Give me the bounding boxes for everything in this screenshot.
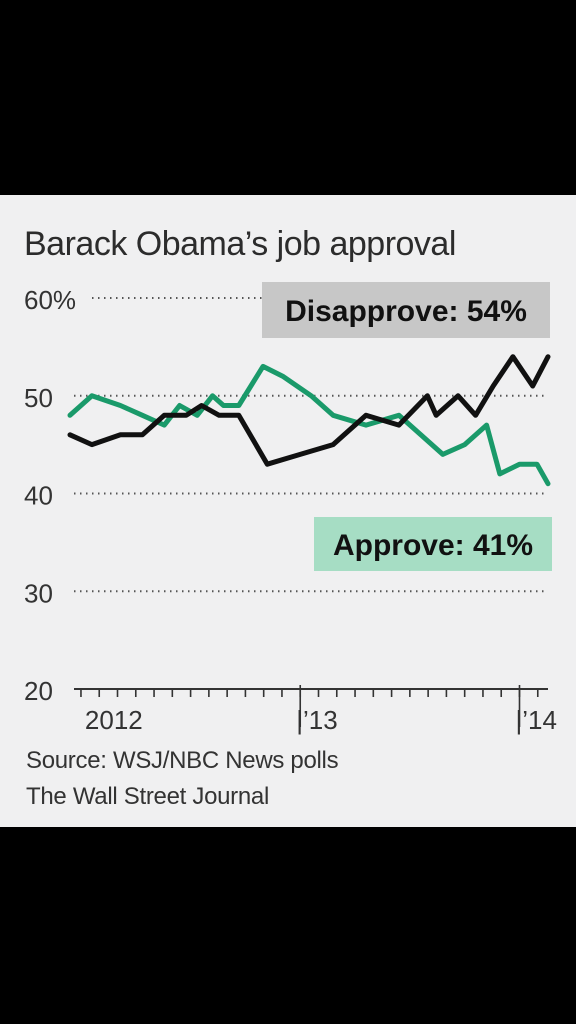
y-tick-label: 30 <box>24 578 53 608</box>
y-tick-label: 40 <box>24 481 53 511</box>
callout-layer: Disapprove: 54% Approve: 41% <box>262 282 552 571</box>
x-axis: 2012 |’13 |’14 <box>74 685 557 735</box>
chart-title: Barack Obama’s job approval <box>24 225 456 263</box>
callout-label-approve: Approve: 41% <box>333 529 533 562</box>
callout-box-approve <box>314 517 552 571</box>
source-line: Source: WSJ/NBC News polls <box>26 747 339 774</box>
series-layer <box>67 354 551 487</box>
series-line-disapprove <box>67 354 551 467</box>
y-tick-label: 50 <box>24 383 53 413</box>
chart-panel: Barack Obama’s job approval 60% 50 40 30 20 … <box>0 195 576 827</box>
x-tick-label: 2012 <box>85 705 143 735</box>
y-tick-label: 60% <box>24 285 76 315</box>
y-tick-label: 20 <box>24 676 53 706</box>
x-tick-label: |’13 <box>296 705 337 735</box>
series-line-approve <box>67 363 551 487</box>
callout-box-disapprove <box>262 282 550 338</box>
x-tick-label: |’14 <box>515 705 556 735</box>
line-chart: 60% 50 40 30 20 2012 |’13 |’14 Disapprove: 54%… <box>24 282 557 735</box>
callout-label-disapprove: Disapprove: 54% <box>285 295 527 328</box>
grid-layer: 60% 50 40 30 20 <box>24 285 548 706</box>
publisher-line: The Wall Street Journal <box>26 783 269 810</box>
